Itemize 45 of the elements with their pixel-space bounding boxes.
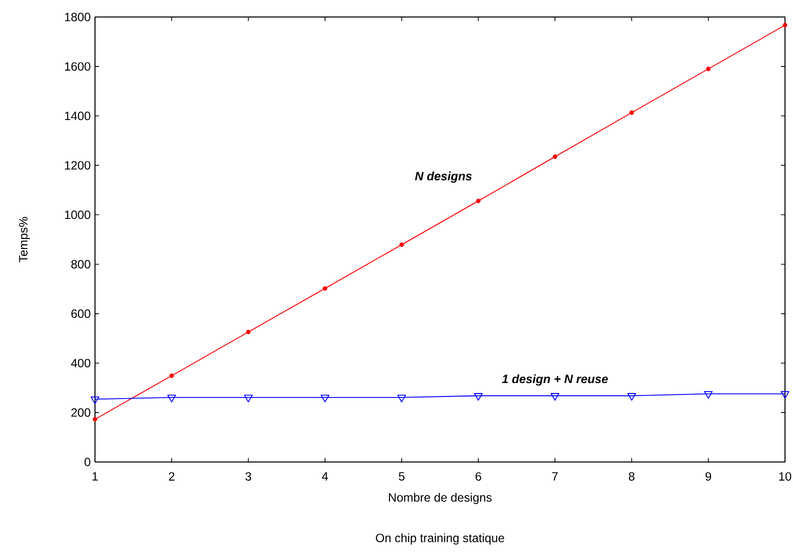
point xyxy=(627,393,636,401)
point xyxy=(552,154,558,159)
series-label: 1 design + N reuse xyxy=(502,374,608,386)
point xyxy=(629,110,634,115)
point xyxy=(780,391,790,399)
point xyxy=(474,393,483,401)
x-tick-label: 9 xyxy=(706,472,712,481)
y-tick-label: 0 xyxy=(84,458,90,466)
x-tick-label: 6 xyxy=(476,472,482,481)
point xyxy=(244,394,253,402)
point xyxy=(169,373,174,378)
point xyxy=(399,242,404,247)
y-tick-label: 1800 xyxy=(65,12,90,22)
y-tick-label: 1000 xyxy=(65,210,90,220)
x-tick-label: 10 xyxy=(779,472,792,481)
point xyxy=(476,198,481,204)
point xyxy=(167,394,176,402)
x-tick-label: 1 xyxy=(92,472,98,480)
y-tick-label: 1400 xyxy=(65,112,90,120)
y-tick-label: 1600 xyxy=(65,62,90,71)
point xyxy=(322,286,328,291)
x-tick-label: 8 xyxy=(628,472,634,481)
x-tick-label: 2 xyxy=(168,472,174,481)
y-tick-label: 1200 xyxy=(65,161,90,170)
x-tick-label: 4 xyxy=(322,472,328,480)
series-label: N designs xyxy=(415,172,472,183)
x-axis-title: Nombre de designs xyxy=(388,492,492,504)
x-tick-label: 5 xyxy=(398,472,404,481)
point xyxy=(706,66,711,72)
point xyxy=(90,396,100,404)
y-tick-label: 200 xyxy=(71,408,90,417)
point xyxy=(92,416,98,422)
point xyxy=(782,22,788,28)
y-axis-title: Temps% xyxy=(19,216,30,262)
y-tick-label: 600 xyxy=(71,309,90,318)
point xyxy=(704,391,713,399)
y-tick-label: 800 xyxy=(71,260,90,268)
point xyxy=(320,394,330,402)
point xyxy=(397,394,406,402)
point xyxy=(246,330,251,334)
x-tick-label: 3 xyxy=(245,472,252,481)
text: On chip training statique xyxy=(376,533,504,545)
point xyxy=(550,393,560,401)
y-tick-label: 400 xyxy=(71,358,90,368)
x-tick-label: 7 xyxy=(552,472,558,480)
